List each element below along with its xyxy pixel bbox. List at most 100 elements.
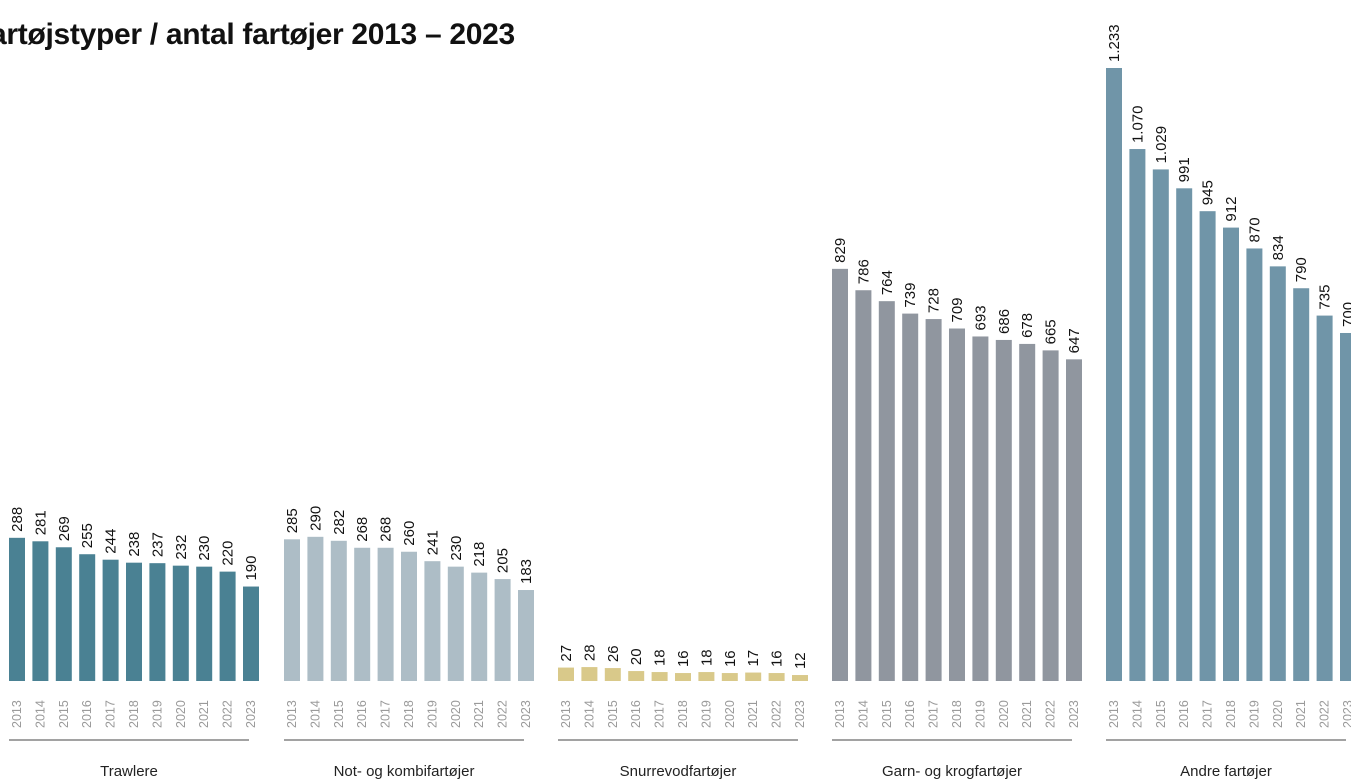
value-label: 260 (401, 521, 418, 546)
value-label: 238 (126, 532, 143, 557)
value-label: 18 (698, 649, 715, 666)
value-label: 12 (792, 652, 809, 669)
value-label: 237 (149, 532, 166, 557)
bar-garn-og-krogfartøjer-2022 (1042, 350, 1059, 681)
value-label: 693 (972, 305, 989, 330)
bar-garn-og-krogfartøjer-2018 (949, 328, 965, 681)
year-tick-label: 2013 (285, 700, 299, 728)
value-label: 665 (1043, 319, 1060, 344)
year-tick-label: 2021 (472, 700, 486, 728)
year-tick-label: 2017 (1201, 700, 1215, 728)
value-label: 945 (1200, 180, 1217, 205)
year-tick-label: 2018 (950, 700, 964, 728)
value-label: 647 (1066, 328, 1083, 353)
bar-trawlere-2016 (79, 554, 96, 681)
value-label: 230 (196, 536, 213, 561)
value-label: 241 (424, 530, 441, 555)
year-tick-label: 2018 (402, 700, 416, 728)
value-label: 991 (1176, 157, 1193, 182)
bar-snurrevodfartøjer-2023 (792, 675, 808, 681)
category-label: Not- og kombifartøjer (334, 763, 475, 780)
year-tick-label: 2019 (973, 700, 987, 728)
bar-snurrevodfartøjer-2019 (698, 672, 715, 681)
bar-trawlere-2022 (219, 571, 236, 681)
year-tick-label: 2013 (10, 700, 24, 728)
bar-andre-fartøjer-2013 (1106, 68, 1122, 681)
value-label: 183 (518, 559, 535, 584)
bar-garn-og-krogfartøjer-2014 (855, 290, 872, 681)
value-label: 1.029 (1153, 126, 1170, 164)
value-label: 26 (605, 645, 622, 662)
bar-snurrevodfartøjer-2016 (628, 671, 645, 681)
year-tick-label: 2019 (1247, 700, 1261, 728)
value-label: 290 (307, 506, 324, 531)
bar-andre-fartøjer-2014 (1129, 149, 1146, 682)
year-tick-label: 2016 (80, 700, 94, 728)
year-tick-label: 2022 (221, 700, 235, 728)
year-tick-label: 2018 (1224, 700, 1238, 728)
value-label: 686 (996, 309, 1013, 334)
value-label: 16 (722, 650, 739, 667)
value-label: 18 (652, 649, 669, 666)
value-label: 1.233 (1106, 24, 1123, 62)
year-tick-label: 2015 (1154, 700, 1168, 728)
bar-andre-fartøjer-2022 (1316, 315, 1333, 681)
value-label: 16 (675, 650, 692, 667)
bar-snurrevodfartøjer-2013 (558, 667, 574, 681)
bar-not-og-kombifartøjer-2018 (401, 551, 417, 681)
year-tick-label: 2020 (174, 700, 188, 728)
year-tick-label: 2020 (449, 700, 463, 728)
year-tick-label: 2017 (927, 700, 941, 728)
value-label: 739 (902, 283, 919, 308)
bar-not-og-kombifartøjer-2020 (447, 566, 464, 681)
bar-not-og-kombifartøjer-2017 (377, 547, 394, 681)
bar-andre-fartøjer-2020 (1269, 266, 1286, 681)
year-tick-label: 2014 (33, 700, 47, 728)
bar-andre-fartøjer-2016 (1176, 188, 1193, 682)
category-label: Trawlere (100, 763, 158, 780)
year-tick-label: 2020 (1271, 700, 1285, 728)
bar-trawlere-2023 (243, 586, 259, 681)
category-label: Andre fartøjer (1180, 763, 1272, 780)
bar-garn-og-krogfartøjer-2016 (902, 313, 919, 681)
year-tick-label: 2021 (197, 700, 211, 728)
value-label: 255 (79, 523, 96, 548)
value-label: 870 (1246, 217, 1263, 242)
year-tick-label: 2013 (559, 700, 573, 728)
year-tick-label: 2022 (1318, 700, 1332, 728)
chart-title: artøjstyper / antal fartøjer 2013 – 2023 (0, 18, 515, 51)
value-label: 20 (628, 648, 645, 665)
year-tick-label: 2015 (332, 700, 346, 728)
value-label: 218 (471, 542, 488, 567)
bar-garn-og-krogfartøjer-2020 (995, 339, 1012, 681)
bar-andre-fartøjer-2023 (1340, 332, 1351, 681)
value-label: 728 (926, 288, 943, 313)
year-tick-label: 2019 (425, 700, 439, 728)
value-label: 205 (495, 548, 512, 573)
bar-garn-og-krogfartøjer-2013 (832, 268, 848, 681)
value-label: 288 (9, 507, 26, 532)
bar-garn-og-krogfartøjer-2015 (878, 301, 895, 681)
bar-garn-og-krogfartøjer-2023 (1066, 359, 1082, 681)
year-tick-label: 2015 (606, 700, 620, 728)
bar-andre-fartøjer-2019 (1246, 248, 1263, 681)
bar-snurrevodfartøjer-2017 (651, 672, 668, 681)
bar-andre-fartøjer-2015 (1152, 169, 1169, 681)
bar-snurrevodfartøjer-2015 (604, 668, 621, 681)
value-label: 268 (378, 517, 395, 542)
value-label: 912 (1223, 197, 1240, 222)
value-label: 709 (949, 297, 966, 322)
bar-snurrevodfartøjer-2020 (721, 673, 738, 681)
bar-trawlere-2021 (196, 566, 213, 681)
value-label: 829 (832, 238, 849, 263)
year-tick-label: 2020 (723, 700, 737, 728)
value-label: 16 (769, 650, 786, 667)
value-label: 790 (1293, 257, 1310, 282)
bar-trawlere-2014 (32, 541, 49, 681)
value-label: 735 (1317, 285, 1334, 310)
year-tick-label: 2023 (244, 700, 258, 728)
year-tick-label: 2021 (1020, 700, 1034, 728)
year-tick-label: 2015 (57, 700, 71, 728)
year-tick-label: 2016 (903, 700, 917, 728)
